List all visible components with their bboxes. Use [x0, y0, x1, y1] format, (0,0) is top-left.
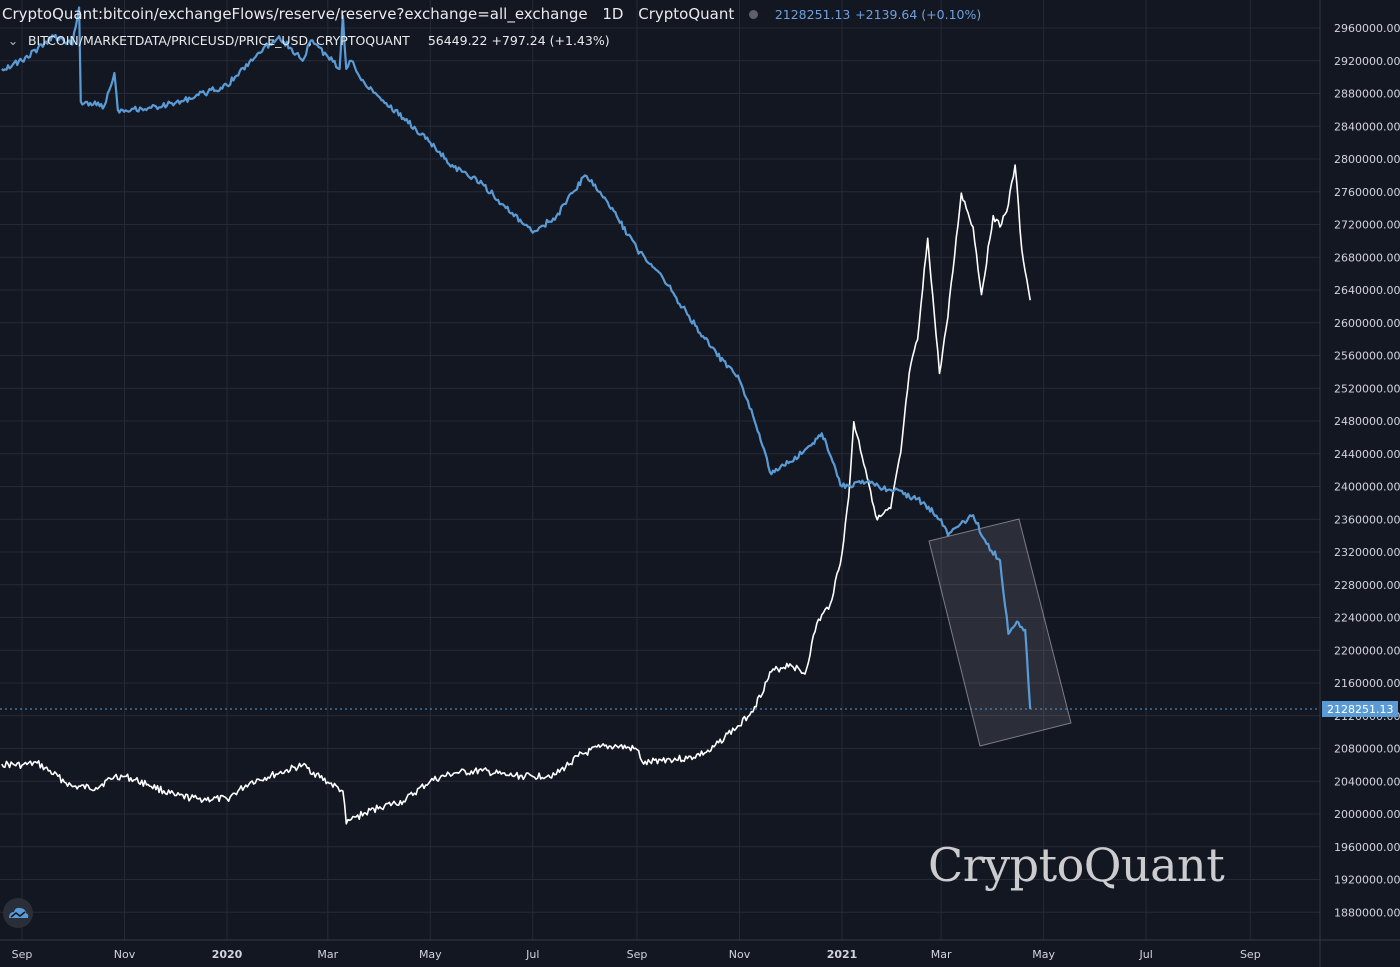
chevron-down-icon[interactable]: ⌄ [7, 33, 19, 48]
y-tick-label: 2680000.00 [1334, 251, 1400, 264]
y-tick-label: 2840000.00 [1334, 120, 1400, 133]
source-label: CryptoQuant [638, 5, 735, 23]
y-tick-label: 2560000.00 [1334, 350, 1400, 363]
x-tick-label: May [1032, 948, 1055, 961]
watermark-logo: CryptoQuant [928, 838, 1225, 892]
x-tick-label: Jul [525, 948, 539, 961]
y-tick-label: 2640000.00 [1334, 284, 1400, 297]
y-tick-label: 2160000.00 [1334, 677, 1400, 690]
y-tick-label: 2520000.00 [1334, 382, 1400, 395]
y-tick-label: 2400000.00 [1334, 481, 1400, 494]
main-symbol: CryptoQuant:bitcoin/exchangeFlows/reserv… [2, 5, 588, 23]
status-dot-icon [749, 10, 759, 19]
x-tick-label: 2020 [212, 948, 243, 961]
last-value-badge [1322, 700, 1398, 717]
y-tick-label: 2040000.00 [1334, 775, 1400, 788]
secondary-series-legend[interactable]: ⌄ BITCOIN/MARKETDATA/PRICEUSD/PRICE_USD,… [2, 33, 610, 48]
x-tick-label: Sep [627, 948, 648, 961]
y-tick-label: 2240000.00 [1334, 612, 1400, 625]
price-usd-line [1, 164, 1031, 825]
last-value-text: 2128251.13 [1327, 703, 1393, 716]
y-tick-label: 2600000.00 [1334, 317, 1400, 330]
y-axis[interactable]: 2960000.00 2920000.00 2880000.00 2840000.00… [1334, 22, 1400, 919]
x-tick-label: Jul [1138, 948, 1152, 961]
y-tick-label: 2280000.00 [1334, 579, 1400, 592]
y-tick-label: 2720000.00 [1334, 219, 1400, 232]
x-tick-label: Sep [12, 948, 33, 961]
secondary-change: +797.24 (+1.43%) [491, 33, 610, 48]
cloud-logo-icon[interactable] [3, 898, 33, 928]
y-tick-label: 2440000.00 [1334, 448, 1400, 461]
x-tick-label: Mar [317, 948, 338, 961]
highlight-rectangle[interactable] [928, 518, 1072, 747]
y-tick-label: 2800000.00 [1334, 153, 1400, 166]
main-series-legend[interactable]: CryptoQuant:bitcoin/exchangeFlows/reserv… [2, 5, 981, 23]
interval-label[interactable]: 1D [602, 5, 624, 23]
x-tick-label: 2021 [827, 948, 858, 961]
y-tick-label: 2320000.00 [1334, 546, 1400, 559]
last-value-label: 2128251.13 [1322, 700, 1398, 717]
main-value: 2128251.13 [774, 7, 851, 22]
y-tick-label: 2960000.00 [1334, 22, 1400, 35]
y-tick-label: 2360000.00 [1334, 513, 1400, 526]
y-tick-label: 2200000.00 [1334, 644, 1400, 657]
y-tick-label: 1960000.00 [1334, 841, 1400, 854]
y-tick-label: 2880000.00 [1334, 88, 1400, 101]
x-tick-label: Sep [1240, 948, 1261, 961]
secondary-value: 56449.22 [427, 33, 488, 48]
main-change: +2139.64 (+0.10%) [855, 7, 982, 22]
exchange-reserve-line [1, 6, 1032, 710]
y-tick-label: 1920000.00 [1334, 874, 1400, 887]
x-tick-label: Nov [114, 948, 136, 961]
y-tick-label: 2000000.00 [1334, 808, 1400, 821]
y-tick-label: 2920000.00 [1334, 55, 1400, 68]
y-tick-label: 2480000.00 [1334, 415, 1400, 428]
reserve-series [1, 6, 1032, 710]
x-tick-label: Mar [931, 948, 952, 961]
x-tick-label: May [419, 948, 442, 961]
y-tick-label: 2760000.00 [1334, 186, 1400, 199]
y-tick-label: 2080000.00 [1334, 743, 1400, 756]
x-axis[interactable]: Sep Nov 2020 Mar May Jul Sep Nov 2021 Mar May Jul Se… [12, 948, 1261, 961]
y-tick-label: 1880000.00 [1334, 906, 1400, 919]
secondary-symbol: BITCOIN/MARKETDATA/PRICEUSD/PRICE_USD, C… [27, 33, 410, 48]
annotation-box[interactable] [928, 518, 1072, 747]
price-series [1, 164, 1031, 825]
x-tick-label: Nov [729, 948, 751, 961]
